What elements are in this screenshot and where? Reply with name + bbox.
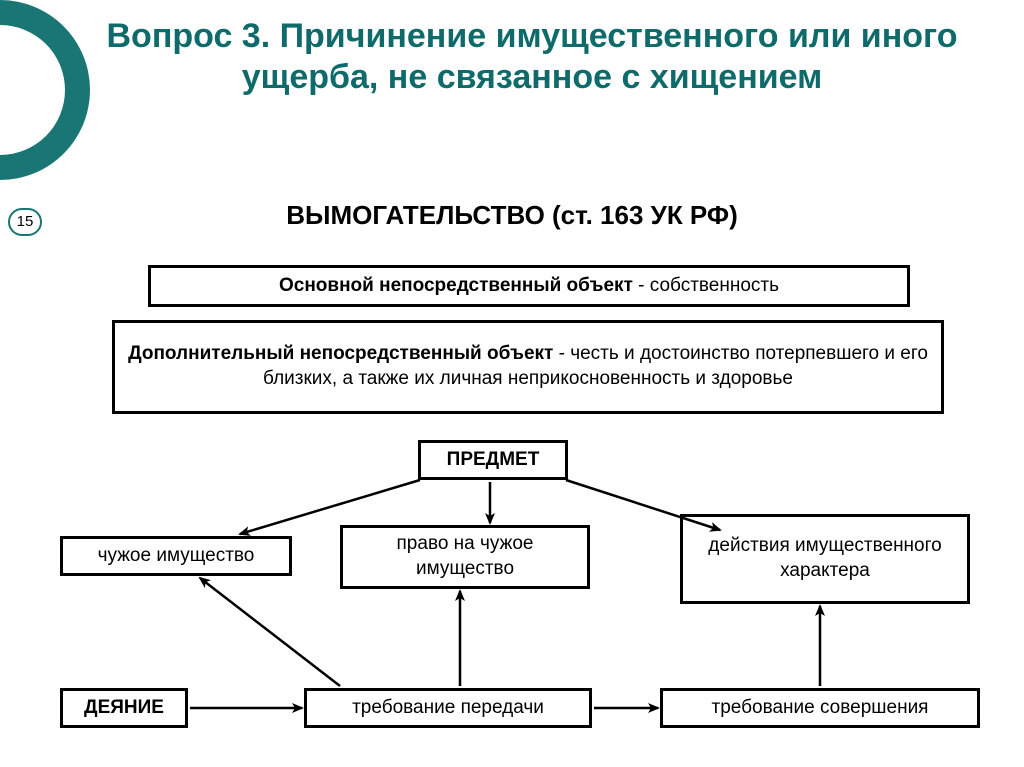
box-property-actions: действия имущественного характера: [680, 514, 970, 604]
box-act: ДЕЯНИЕ: [60, 688, 188, 728]
box-demand-commit: требование совершения: [660, 688, 980, 728]
slide-subtitle: ВЫМОГАТЕЛЬСТВО (ст. 163 УК РФ): [0, 200, 1024, 231]
box-foreign-property: чужое имущество: [60, 536, 292, 576]
box-subject: ПРЕДМЕТ: [418, 440, 568, 480]
box-main-object: Основной непосредственный объект - собст…: [148, 265, 910, 307]
slide-title: Вопрос 3. Причинение имущественного или …: [70, 16, 994, 98]
box-right-to-property: право на чужое имущество: [340, 525, 590, 589]
box-demand-transfer: требование передачи: [304, 688, 592, 728]
box-additional-object: Дополнительный непосредственный объект -…: [112, 320, 944, 414]
